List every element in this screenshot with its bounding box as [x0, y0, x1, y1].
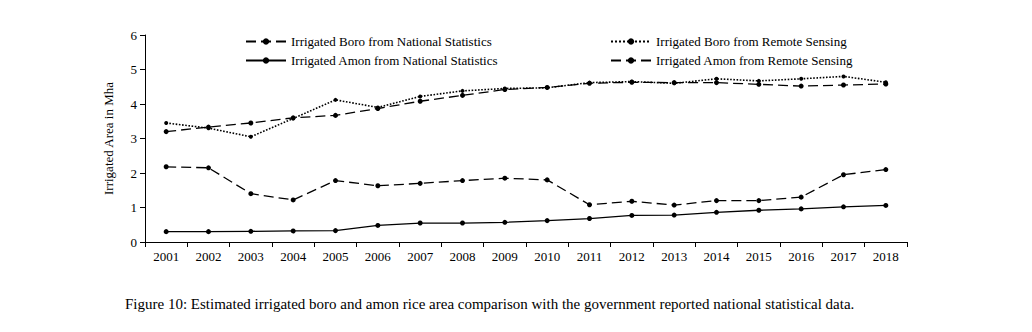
- svg-text:2013: 2013: [661, 249, 687, 264]
- svg-text:Irrigated Amon from National S: Irrigated Amon from National Statistics: [291, 53, 498, 68]
- svg-text:4: 4: [131, 97, 138, 112]
- svg-text:2014: 2014: [704, 249, 731, 264]
- svg-text:2005: 2005: [323, 249, 349, 264]
- svg-text:2011: 2011: [577, 249, 603, 264]
- svg-text:Irrigated Area in Mha: Irrigated Area in Mha: [101, 82, 116, 195]
- svg-text:5: 5: [131, 62, 138, 77]
- svg-text:6: 6: [131, 28, 138, 43]
- svg-text:3: 3: [131, 131, 138, 146]
- svg-text:2008: 2008: [450, 249, 476, 264]
- svg-text:Irrigated Boro from Remote Sen: Irrigated Boro from Remote Sensing: [656, 34, 847, 49]
- svg-text:2003: 2003: [238, 249, 264, 264]
- svg-text:2016: 2016: [788, 249, 815, 264]
- svg-text:2009: 2009: [492, 249, 518, 264]
- svg-text:2007: 2007: [407, 249, 434, 264]
- svg-text:Irrigated Amon from Remote Sen: Irrigated Amon from Remote Sensing: [656, 53, 853, 68]
- svg-text:2004: 2004: [280, 249, 307, 264]
- svg-text:2018: 2018: [873, 249, 899, 264]
- svg-text:2002: 2002: [196, 249, 222, 264]
- svg-text:Irrigated Boro from National S: Irrigated Boro from National Statistics: [291, 34, 492, 49]
- svg-text:1: 1: [131, 200, 138, 215]
- svg-text:0: 0: [131, 235, 138, 250]
- svg-text:2: 2: [131, 166, 138, 181]
- svg-text:2012: 2012: [619, 249, 645, 264]
- svg-text:2017: 2017: [831, 249, 858, 264]
- svg-text:2010: 2010: [534, 249, 560, 264]
- svg-text:2001: 2001: [153, 249, 179, 264]
- svg-text:2015: 2015: [746, 249, 772, 264]
- svg-text:2006: 2006: [365, 249, 392, 264]
- svg-text:Figure 10: Estimated irrigated: Figure 10: Estimated irrigated boro and …: [125, 296, 854, 312]
